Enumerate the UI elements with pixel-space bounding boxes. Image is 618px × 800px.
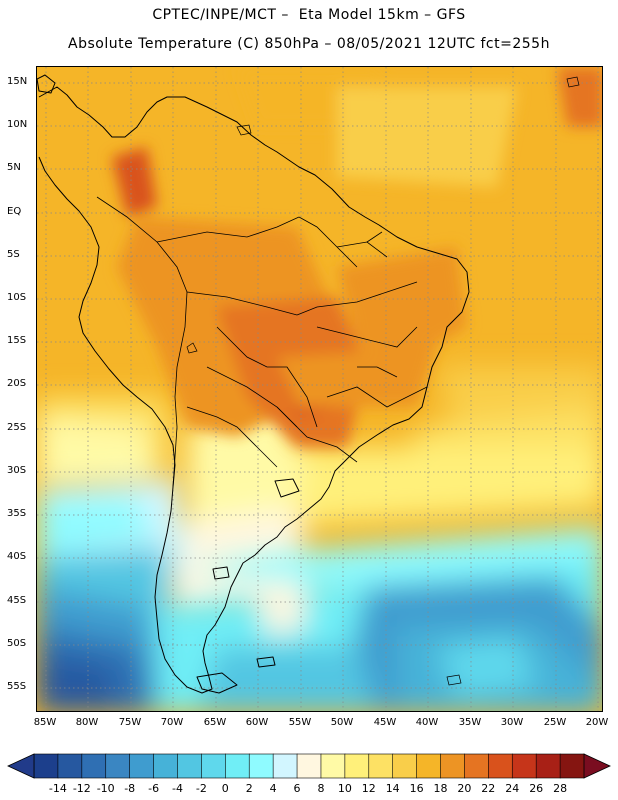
colorbar-high-arrow (583, 753, 611, 779)
title-line-1: CPTEC/INPE/MCT – Eta Model 15km – GFS (152, 7, 466, 23)
colorbar-box (416, 753, 442, 779)
colorbar-low-arrow (7, 753, 35, 779)
colorbar-label: 2 (245, 782, 253, 795)
colorbar (7, 753, 611, 779)
colorbar-label: 24 (505, 782, 520, 795)
colorbar-box (440, 753, 466, 779)
lat-label-10s: 10S (7, 292, 27, 303)
title-line-2: Absolute Temperature (C) 850hPa – 08/05/… (68, 36, 550, 52)
colorbar-label: 20 (457, 782, 472, 795)
colorbar-label: 26 (529, 782, 544, 795)
colorbar-box (105, 753, 131, 779)
warm-core (112, 67, 602, 447)
la-plata (274, 478, 300, 498)
lat-label-eq: EQ (7, 206, 22, 217)
colorbar-box (272, 753, 298, 779)
colorbar-box (368, 753, 394, 779)
colorbar-box (33, 753, 59, 779)
lon-label-25w: 25W (543, 717, 567, 728)
colorbar-box (344, 753, 370, 779)
central-america (37, 74, 56, 94)
colorbar-box (488, 753, 513, 779)
colorbar-box (129, 753, 155, 779)
lon-label-40w: 40W (415, 717, 439, 728)
temperature-map (36, 66, 603, 712)
colorbar-label: 6 (293, 782, 301, 795)
lat-label-5n: 5N (7, 162, 21, 173)
colorbar-label: -6 (148, 782, 160, 795)
colorbar-box (392, 753, 418, 779)
colorbar-label: 10 (337, 782, 352, 795)
colorbar-box (248, 753, 274, 779)
lon-label-20w: 20W (585, 717, 609, 728)
colorbar-box (177, 753, 202, 779)
lat-label-40s: 40S (7, 551, 27, 562)
lat-label-55s: 55S (7, 681, 27, 692)
lon-label-75w: 75W (118, 717, 142, 728)
gulf-valdes (212, 566, 230, 580)
colorbar-label: 4 (269, 782, 277, 795)
lon-label-35w: 35W (458, 717, 482, 728)
colorbar-label: 16 (409, 782, 424, 795)
tierra-del-fuego (196, 672, 238, 694)
colorbar-label: -2 (195, 782, 207, 795)
lon-label-60w: 60W (245, 717, 269, 728)
map-canvas (37, 67, 602, 711)
lon-label-70w: 70W (160, 717, 184, 728)
lat-label-30s: 30S (7, 465, 27, 476)
lat-label-25s: 25S (7, 422, 27, 433)
lon-label-45w: 45W (373, 717, 397, 728)
lat-label-50s: 50S (7, 638, 27, 649)
colorbar-label: -12 (72, 782, 91, 795)
colorbar-boxes (33, 753, 585, 779)
colorbar-box (81, 753, 107, 779)
colorbar-label: -8 (124, 782, 136, 795)
colorbar-box (201, 753, 226, 779)
lon-label-55w: 55W (288, 717, 312, 728)
colorbar-label: 8 (317, 782, 325, 795)
colorbar-label: 0 (221, 782, 229, 795)
colorbar-box (535, 753, 561, 779)
lat-label-20s: 20S (7, 378, 27, 389)
lat-label-45s: 45S (7, 595, 27, 606)
country-borders (96, 196, 428, 488)
colorbar-box (225, 753, 250, 779)
grid-lines (37, 67, 602, 711)
lon-label-30w: 30W (500, 717, 524, 728)
lat-label-15s: 15S (7, 335, 27, 346)
colorbar-label: 22 (481, 782, 496, 795)
falklands (256, 656, 276, 668)
colorbar-box (464, 753, 489, 779)
colorbar-label: -14 (48, 782, 67, 795)
lat-label-5s: 5S (7, 249, 20, 260)
colorbar-label: 28 (553, 782, 568, 795)
colorbar-label: -4 (172, 782, 183, 795)
lon-label-85w: 85W (33, 717, 57, 728)
colorbar-label: 12 (361, 782, 376, 795)
lat-label-35s: 35S (7, 508, 27, 519)
colorbar-box (559, 753, 585, 779)
lakes-islands (186, 76, 580, 686)
lon-label-80w: 80W (75, 717, 99, 728)
colorbar-box (153, 753, 179, 779)
lon-label-50w: 50W (330, 717, 354, 728)
colorbar-box (511, 753, 537, 779)
colorbar-label: -10 (96, 782, 115, 795)
lon-label-65w: 65W (203, 717, 227, 728)
colorbar-label: 18 (433, 782, 448, 795)
field-blobs (37, 367, 602, 627)
lat-label-15n: 15N (7, 76, 28, 87)
colorbar-box (57, 753, 83, 779)
colorbar-box (296, 753, 322, 779)
colorbar-box (320, 753, 346, 779)
lat-label-10n: 10N (7, 119, 28, 130)
cold-field (37, 477, 602, 711)
colorbar-label: 14 (385, 782, 400, 795)
